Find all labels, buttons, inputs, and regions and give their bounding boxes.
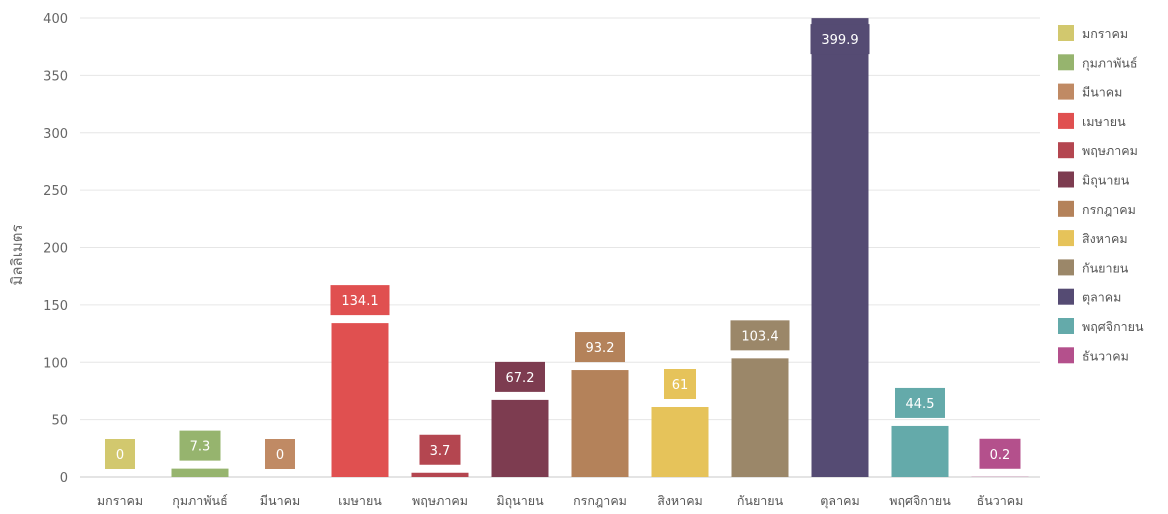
y-tick-label: 200 [43, 242, 68, 257]
data-label: 44.5 [906, 397, 935, 412]
bar[interactable] [171, 468, 229, 477]
legend-swatch[interactable] [1058, 200, 1074, 217]
x-tick-label: พฤษภาคม [412, 493, 468, 508]
x-tick-label: กันยายน [737, 493, 784, 508]
legend-swatch[interactable] [1058, 288, 1074, 305]
data-label-box [265, 439, 295, 469]
legend-label[interactable]: พฤษภาคม [1082, 143, 1138, 158]
y-tick-label: 300 [43, 127, 68, 142]
data-label: 103.4 [741, 329, 778, 344]
bar[interactable] [651, 407, 709, 477]
y-axis-label: มิลลิเมตร [8, 224, 26, 285]
y-tick-label: 100 [43, 356, 68, 371]
data-label: 399.9 [821, 33, 858, 48]
x-tick-label: ธันวาคม [977, 493, 1024, 508]
legend-swatch[interactable] [1058, 171, 1074, 188]
x-tick-label: กุมภาพันธ์ [172, 493, 227, 509]
legend-label[interactable]: มีนาคม [1082, 85, 1122, 100]
data-label: 61 [672, 378, 689, 393]
x-tick-label: มกราคม [97, 493, 143, 508]
legend-swatch[interactable] [1058, 259, 1074, 276]
legend-label[interactable]: ตุลาคม [1082, 290, 1121, 306]
data-labels: 0 7.3 0 134.1 3.7 67.2 93.2 61 103.4 399.9 44.5 0.2 [105, 24, 1021, 469]
y-tick-label: 400 [43, 12, 68, 27]
y-tick-label: 250 [43, 184, 68, 199]
x-tick-label: สิงหาคม [657, 493, 703, 508]
x-tick-label: กรกฎาคม [573, 493, 627, 508]
data-label: 7.3 [190, 440, 211, 455]
legend-swatch[interactable] [1058, 142, 1074, 159]
bars [171, 18, 1029, 478]
bar[interactable] [491, 399, 549, 477]
data-label: 0.2 [990, 448, 1011, 463]
bar[interactable] [411, 472, 469, 477]
data-label: 67.2 [506, 371, 535, 386]
x-tick-label: มิถุนายน [496, 493, 544, 509]
data-label-box [730, 320, 790, 351]
data-label-box [419, 434, 461, 465]
legend-label[interactable]: สิงหาคม [1082, 231, 1128, 246]
bar[interactable] [811, 18, 869, 478]
legend-label[interactable]: มิถุนายน [1082, 173, 1130, 189]
data-label: 93.2 [586, 341, 615, 356]
bar[interactable] [731, 358, 789, 477]
bar[interactable] [331, 323, 389, 477]
data-label-box [179, 430, 221, 461]
y-tick-label: 0 [60, 471, 68, 486]
y-tick-label: 150 [43, 299, 68, 314]
x-tick-label: มีนาคม [260, 493, 300, 508]
data-label: 134.1 [341, 294, 378, 309]
data-label-box [105, 439, 135, 469]
data-label-box [810, 24, 870, 55]
x-tick-label: พฤศจิกายน [889, 493, 951, 508]
y-axis-ticks: 0 50 100 150 200 250 300 350 400 [43, 12, 68, 486]
bar[interactable] [891, 425, 949, 477]
legend-swatch[interactable] [1058, 25, 1074, 41]
legend-label[interactable]: กรกฎาคม [1082, 202, 1136, 217]
legend-swatch[interactable] [1058, 112, 1074, 129]
legend-swatch[interactable] [1058, 54, 1074, 71]
y-tick-label: 50 [51, 414, 68, 429]
gridlines [80, 17, 1040, 478]
legend-label[interactable]: มกราคม [1082, 26, 1128, 41]
data-label: 0 [116, 448, 124, 463]
x-tick-label: ตุลาคม [820, 493, 859, 509]
data-label-box [664, 369, 696, 400]
data-label-box [895, 387, 945, 418]
legend-swatch[interactable] [1058, 347, 1074, 364]
data-label-box [979, 438, 1021, 469]
x-tick-label: เมษายน [338, 493, 382, 508]
data-label-box [330, 285, 390, 316]
legend-label[interactable]: กันยายน [1082, 260, 1129, 275]
data-label-box [495, 361, 545, 392]
legend-label[interactable]: พฤศจิกายน [1082, 319, 1144, 334]
y-tick-label: 350 [43, 69, 68, 84]
legend-swatch[interactable] [1058, 318, 1074, 334]
x-axis-ticks: มกราคม กุมภาพันธ์ มีนาคม เมษายน พฤษภาคม มิถุน… [97, 493, 1023, 509]
legend-label[interactable]: เมษายน [1082, 114, 1126, 129]
data-label: 3.7 [430, 444, 451, 459]
legend-swatch[interactable] [1058, 230, 1074, 247]
data-label: 0 [276, 448, 284, 463]
legend-label[interactable]: ธันวาคม [1082, 348, 1129, 363]
data-label-box [575, 332, 625, 363]
legend: มกราคมกุมภาพันธ์มีนาคมเมษายนพฤษภาคมมิถุน… [1058, 25, 1144, 364]
legend-label[interactable]: กุมภาพันธ์ [1082, 55, 1137, 71]
legend-swatch[interactable] [1058, 83, 1074, 100]
bar[interactable] [571, 370, 629, 477]
